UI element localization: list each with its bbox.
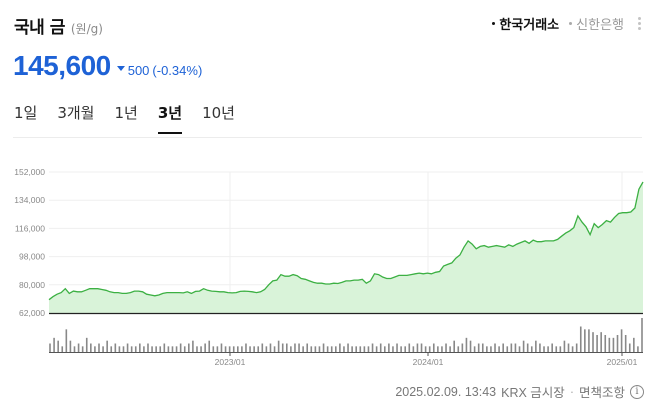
price-chart[interactable]: 152,000 134,000 116,000 98,000 80,000 62,000 2…: [0, 150, 650, 375]
header-title-row: 국내 금 (원/g): [14, 13, 103, 38]
tab-10year[interactable]: 10년: [202, 104, 235, 122]
price-change: 500: [127, 63, 150, 78]
tab-1day[interactable]: 1일: [14, 104, 38, 122]
unit-label: (원/g): [70, 22, 103, 36]
footer: 2025.02.09. 13:43 KRX 금시장 · 면책조항 i: [395, 382, 644, 401]
price-line: [48, 181, 644, 301]
period-tabs: 1일 3개월 1년 3년 10년: [14, 102, 255, 134]
market-name: KRX 금시장: [501, 386, 565, 400]
price-area: [49, 182, 643, 313]
x-tick-label: 2023/01: [215, 357, 246, 367]
disclaimer-link[interactable]: 면책조항: [578, 386, 625, 400]
bullet-icon: [492, 22, 496, 25]
source-label: 한국거래소: [499, 18, 560, 33]
tab-1year[interactable]: 1년: [114, 104, 138, 122]
source-option-krx[interactable]: 한국거래소: [492, 14, 559, 33]
y-tick-label: 98,000: [19, 252, 45, 262]
tab-3year[interactable]: 3년: [157, 102, 183, 134]
source-label: 신한은행: [576, 18, 624, 33]
bullet-icon: [569, 22, 573, 25]
price-change-percent: (-0.34%): [152, 63, 203, 78]
source-selector: 한국거래소 신한은행: [482, 14, 642, 33]
y-tick-label: 80,000: [19, 280, 45, 290]
y-tick-label: 62,000: [19, 308, 45, 318]
current-price: 145,600: [13, 50, 111, 81]
source-option-shinhan[interactable]: 신한은행: [569, 14, 624, 33]
more-options-icon[interactable]: [638, 17, 642, 30]
timestamp: 2025.02.09. 13:43: [395, 384, 497, 399]
page-title: 국내 금: [14, 18, 65, 38]
y-tick-label: 116,000: [15, 223, 45, 233]
info-icon[interactable]: i: [630, 384, 644, 399]
x-tick-label: 2025/01: [607, 357, 638, 367]
down-arrow-icon: [116, 66, 125, 71]
y-tick-label: 134,000: [14, 195, 45, 205]
separator: ·: [569, 384, 574, 399]
price-row: 145,600 500 (-0.34%): [13, 50, 202, 82]
x-tick-label: 2024/01: [413, 357, 444, 367]
tab-divider: [13, 137, 642, 138]
y-tick-label: 152,000: [14, 167, 45, 177]
tab-3month[interactable]: 3개월: [57, 104, 95, 122]
